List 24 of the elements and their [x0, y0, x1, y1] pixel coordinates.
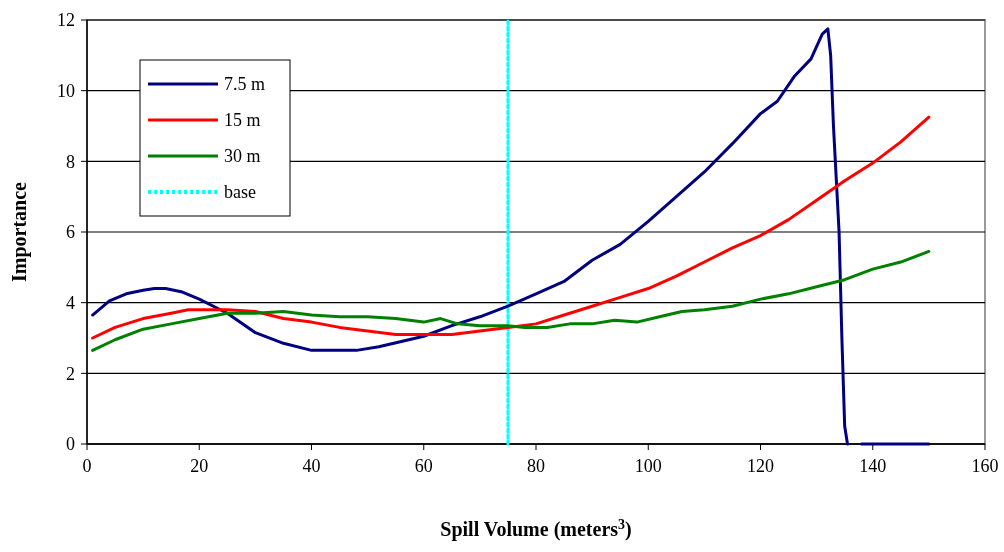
x-tick-label: 40 — [302, 456, 321, 476]
y-tick-label: 12 — [57, 10, 75, 31]
x-tick-label: 0 — [82, 456, 92, 476]
legend-label: base — [224, 182, 256, 203]
y-tick-label: 10 — [57, 80, 75, 101]
x-tick-label: 60 — [414, 456, 433, 476]
y-tick-label: 0 — [66, 434, 75, 455]
line-series — [91, 249, 931, 352]
legend-label: 15 m — [224, 110, 261, 131]
x-tick-label: 140 — [859, 456, 887, 476]
x-tick-label: 80 — [527, 456, 545, 476]
legend-label: 30 m — [224, 146, 261, 167]
x-tick-label: 120 — [747, 456, 774, 476]
x-tick-label: 160 — [971, 456, 999, 476]
y-tick-label: 6 — [66, 222, 75, 243]
x-axis-title: Spill Volume (meters$^{3}$) — [440, 516, 632, 541]
legend-label: 7.5 m — [224, 74, 266, 95]
x-tick-label: 100 — [634, 456, 662, 476]
y-tick-label: 8 — [66, 151, 75, 172]
x-tick-label: 20 — [190, 456, 209, 476]
line-series — [91, 115, 931, 340]
y-tick-label: 4 — [66, 292, 75, 313]
y-tick-label: 2 — [66, 363, 75, 384]
y-axis-title: Importance — [8, 181, 31, 282]
